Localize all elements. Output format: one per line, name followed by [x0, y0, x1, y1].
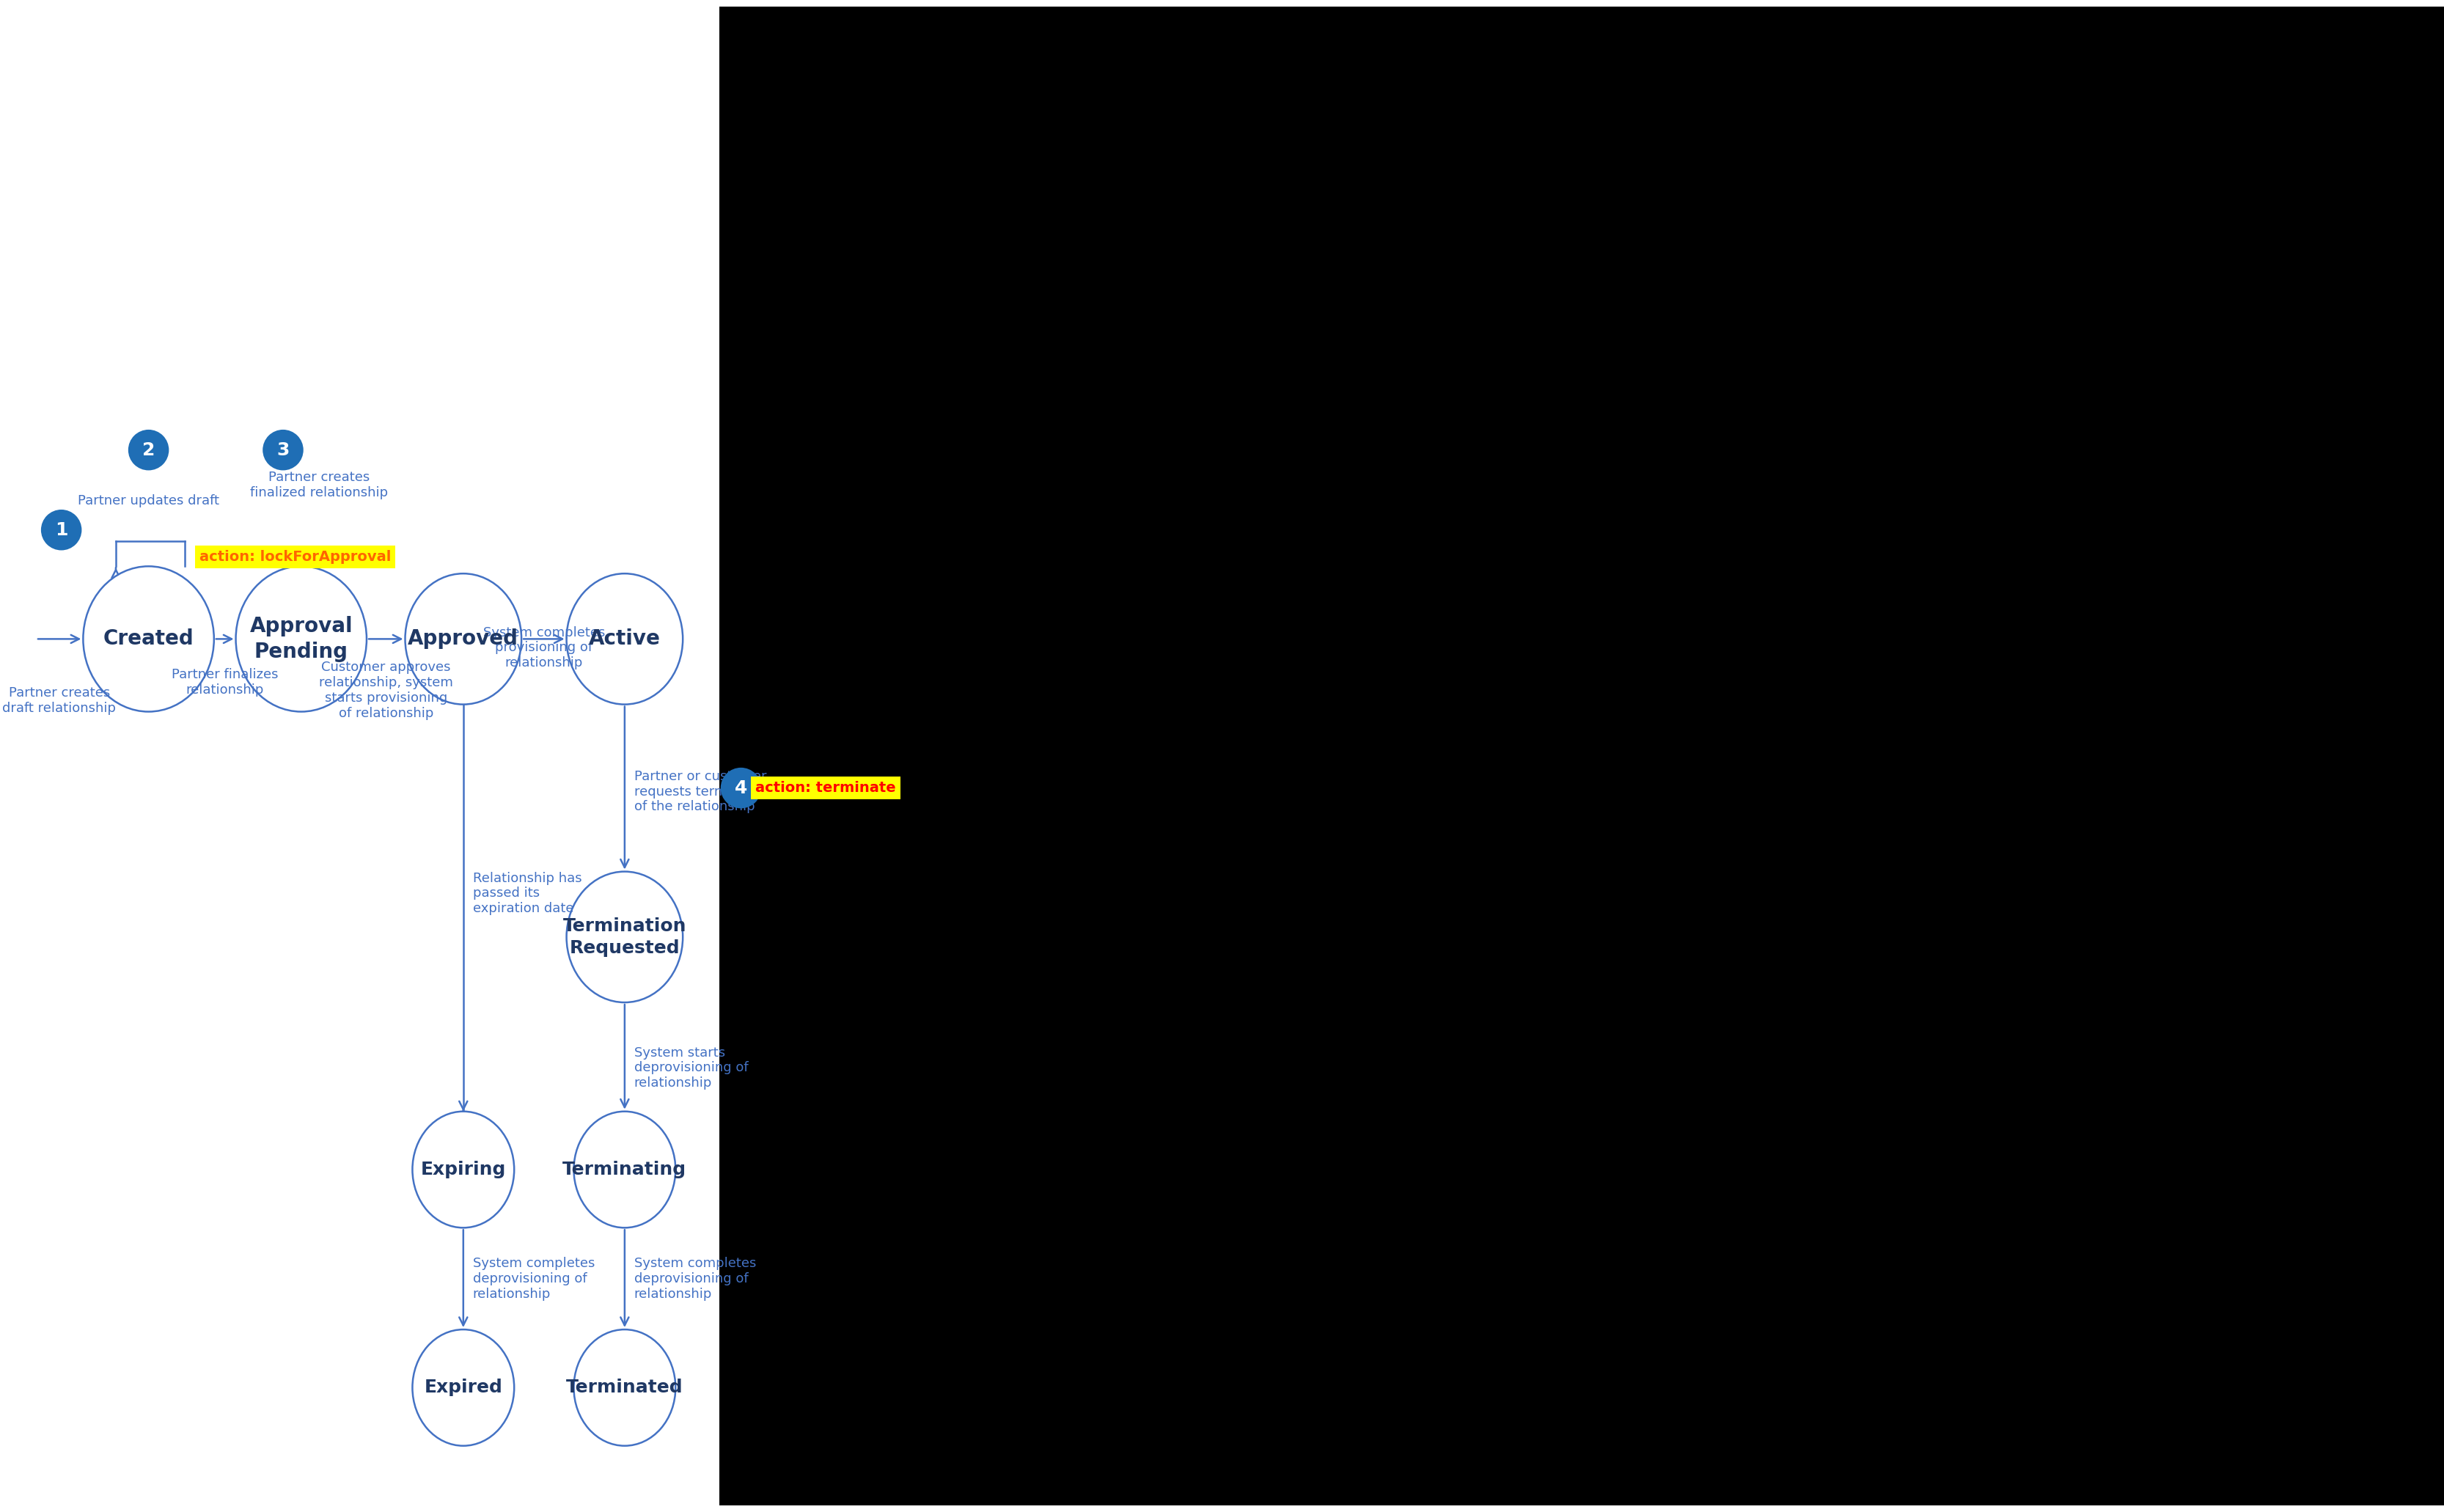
- Text: 3: 3: [276, 442, 288, 458]
- Text: Terminating: Terminating: [562, 1161, 687, 1178]
- Ellipse shape: [413, 1111, 513, 1228]
- Text: System completes
provisioning of
relationship: System completes provisioning of relatio…: [484, 626, 606, 670]
- Text: Created: Created: [103, 629, 193, 649]
- Text: 2: 2: [142, 442, 154, 458]
- Ellipse shape: [235, 567, 367, 712]
- Ellipse shape: [406, 573, 521, 705]
- Text: Partner or customer
requests termination
of the relationship: Partner or customer requests termination…: [633, 770, 772, 813]
- Text: Partner finalizes
relationship: Partner finalizes relationship: [171, 668, 279, 697]
- Ellipse shape: [574, 1111, 675, 1228]
- Text: Partner updates draft: Partner updates draft: [78, 494, 220, 508]
- Text: System completes
deprovisioning of
relationship: System completes deprovisioning of relat…: [633, 1256, 755, 1300]
- Ellipse shape: [567, 871, 682, 1002]
- Circle shape: [42, 510, 81, 550]
- Circle shape: [262, 429, 303, 470]
- Text: Partner creates
draft relationship: Partner creates draft relationship: [2, 686, 115, 715]
- Ellipse shape: [574, 1329, 675, 1445]
- Text: Relationship has
passed its
expiration date: Relationship has passed its expiration d…: [472, 871, 582, 915]
- Text: Partner creates
finalized relationship: Partner creates finalized relationship: [249, 470, 389, 499]
- Text: Terminated: Terminated: [567, 1379, 684, 1397]
- Bar: [719, 6, 2444, 1506]
- Text: action: terminate: action: terminate: [755, 782, 897, 795]
- Text: Approved: Approved: [408, 629, 518, 649]
- Circle shape: [127, 429, 169, 470]
- Text: 4: 4: [736, 779, 748, 797]
- Ellipse shape: [83, 567, 215, 712]
- Text: 1: 1: [54, 522, 68, 538]
- Text: System completes
deprovisioning of
relationship: System completes deprovisioning of relat…: [472, 1256, 594, 1300]
- Text: Termination
Requested: Termination Requested: [562, 918, 687, 957]
- Text: Customer approves
relationship, system
starts provisioning
of relationship: Customer approves relationship, system s…: [320, 661, 452, 720]
- Text: action: lockForApproval: action: lockForApproval: [200, 550, 391, 564]
- Text: Expiring: Expiring: [420, 1161, 506, 1178]
- Text: Expired: Expired: [425, 1379, 503, 1397]
- Text: System starts
deprovisioning of
relationship: System starts deprovisioning of relation…: [633, 1046, 748, 1090]
- Circle shape: [721, 768, 763, 809]
- Ellipse shape: [567, 573, 682, 705]
- Text: Approval
Pending: Approval Pending: [249, 615, 352, 662]
- Text: Active: Active: [589, 629, 660, 649]
- Ellipse shape: [413, 1329, 513, 1445]
